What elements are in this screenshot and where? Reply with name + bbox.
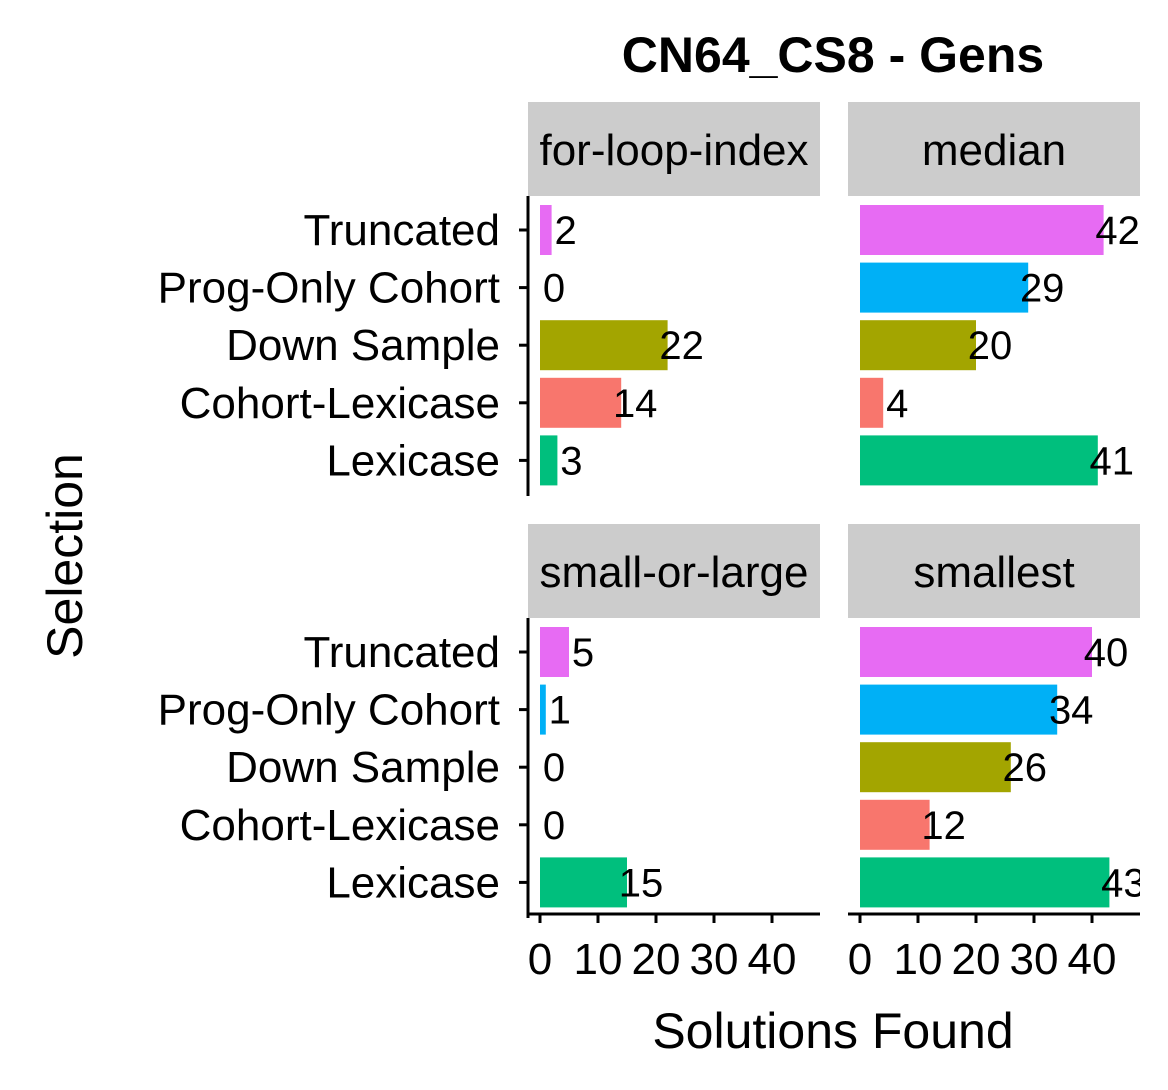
- bar-for-loop-index-truncated: [540, 205, 552, 255]
- y-axis-title: Selection: [37, 453, 93, 659]
- bar-smallest-down-sample: [860, 742, 1011, 793]
- bar-smallest-prog-only-cohort: [860, 684, 1058, 735]
- bar-median-lexicase: [860, 435, 1098, 486]
- data-label-small-or-large-lexicase: 15: [619, 861, 664, 905]
- y-tick-label-small-or-large-down-sample: Down Sample: [226, 743, 500, 792]
- data-label-small-or-large-cohort-lexicase: 0: [543, 804, 565, 848]
- data-label-small-or-large-truncated: 5: [572, 631, 594, 675]
- strip-label-small-or-large: small-or-large: [540, 548, 809, 597]
- bar-for-loop-index-cohort-lexicase: [540, 377, 622, 428]
- bar-for-loop-index-down-sample: [540, 320, 668, 371]
- data-label-median-lexicase: 41: [1090, 439, 1135, 483]
- y-tick-label-for-loop-index-lexicase: Lexicase: [326, 436, 500, 485]
- bar-smallest-lexicase: [860, 857, 1110, 908]
- data-label-median-cohort-lexicase: 4: [886, 382, 908, 426]
- chart-title: CN64_CS8 - Gens: [622, 27, 1044, 83]
- bar-median-cohort-lexicase: [860, 377, 884, 428]
- y-tick-label-small-or-large-lexicase: Lexicase: [326, 858, 500, 907]
- bar-small-or-large-truncated: [540, 627, 569, 677]
- x-tick-label-small-or-large-0: 0: [528, 935, 552, 984]
- x-tick-label-small-or-large-20: 20: [632, 935, 681, 984]
- y-tick-label-for-loop-index-down-sample: Down Sample: [226, 321, 500, 370]
- data-label-small-or-large-down-sample: 0: [543, 746, 565, 790]
- strip-for-loop-index: [528, 102, 820, 196]
- y-tick-label-for-loop-index-truncated: Truncated: [304, 206, 500, 255]
- data-label-smallest-cohort-lexicase: 12: [921, 804, 966, 848]
- bar-median-truncated: [860, 205, 1104, 255]
- y-tick-label-small-or-large-truncated: Truncated: [304, 628, 500, 677]
- y-tick-label-for-loop-index-prog-only-cohort: Prog-Only Cohort: [158, 264, 500, 313]
- strip-median: [848, 102, 1140, 196]
- data-label-median-prog-only-cohort: 29: [1020, 267, 1065, 311]
- facet-panels: for-loop-index2022143TruncatedProg-Only …: [158, 102, 1146, 984]
- data-label-for-loop-index-truncated: 2: [554, 209, 576, 253]
- strip-label-for-loop-index: for-loop-index: [539, 126, 808, 175]
- bar-smallest-cohort-lexicase: [860, 799, 930, 850]
- data-label-smallest-lexicase: 43: [1101, 861, 1146, 905]
- data-label-smallest-prog-only-cohort: 34: [1049, 689, 1094, 733]
- bar-for-loop-index-lexicase: [540, 435, 558, 486]
- bar-smallest-truncated: [860, 627, 1092, 677]
- x-tick-label-smallest-10: 10: [894, 935, 943, 984]
- x-tick-label-small-or-large-30: 30: [690, 935, 739, 984]
- x-axis-title: Solutions Found: [652, 1003, 1013, 1059]
- strip-small-or-large: [528, 524, 820, 618]
- strip-smallest: [848, 524, 1140, 618]
- x-tick-label-smallest-0: 0: [848, 935, 872, 984]
- data-label-for-loop-index-prog-only-cohort: 0: [543, 267, 565, 311]
- y-tick-label-small-or-large-cohort-lexicase: Cohort-Lexicase: [180, 801, 500, 850]
- x-tick-label-smallest-20: 20: [952, 935, 1001, 984]
- data-label-small-or-large-prog-only-cohort: 1: [549, 689, 571, 733]
- bar-small-or-large-lexicase: [540, 857, 627, 908]
- plot-area-small-or-large: 51 0 0 15: [540, 627, 664, 908]
- strip-label-median: median: [922, 126, 1066, 175]
- data-label-smallest-down-sample: 26: [1003, 746, 1048, 790]
- x-tick-label-small-or-large-10: 10: [574, 935, 623, 984]
- data-label-for-loop-index-lexicase: 3: [560, 439, 582, 483]
- x-tick-label-small-or-large-40: 40: [748, 935, 797, 984]
- x-tick-label-smallest-40: 40: [1068, 935, 1117, 984]
- strip-label-smallest: smallest: [913, 548, 1074, 597]
- data-label-smallest-truncated: 40: [1084, 631, 1129, 675]
- y-tick-label-small-or-large-prog-only-cohort: Prog-Only Cohort: [158, 686, 500, 735]
- bar-small-or-large-prog-only-cohort: [540, 684, 546, 735]
- y-tick-label-for-loop-index-cohort-lexicase: Cohort-Lexicase: [180, 379, 500, 428]
- data-label-median-truncated: 42: [1095, 209, 1140, 253]
- data-label-median-down-sample: 20: [968, 324, 1013, 368]
- data-label-for-loop-index-cohort-lexicase: 14: [613, 382, 658, 426]
- bar-median-down-sample: [860, 320, 976, 371]
- bar-median-prog-only-cohort: [860, 262, 1029, 313]
- data-label-for-loop-index-down-sample: 22: [659, 324, 704, 368]
- x-tick-label-smallest-30: 30: [1010, 935, 1059, 984]
